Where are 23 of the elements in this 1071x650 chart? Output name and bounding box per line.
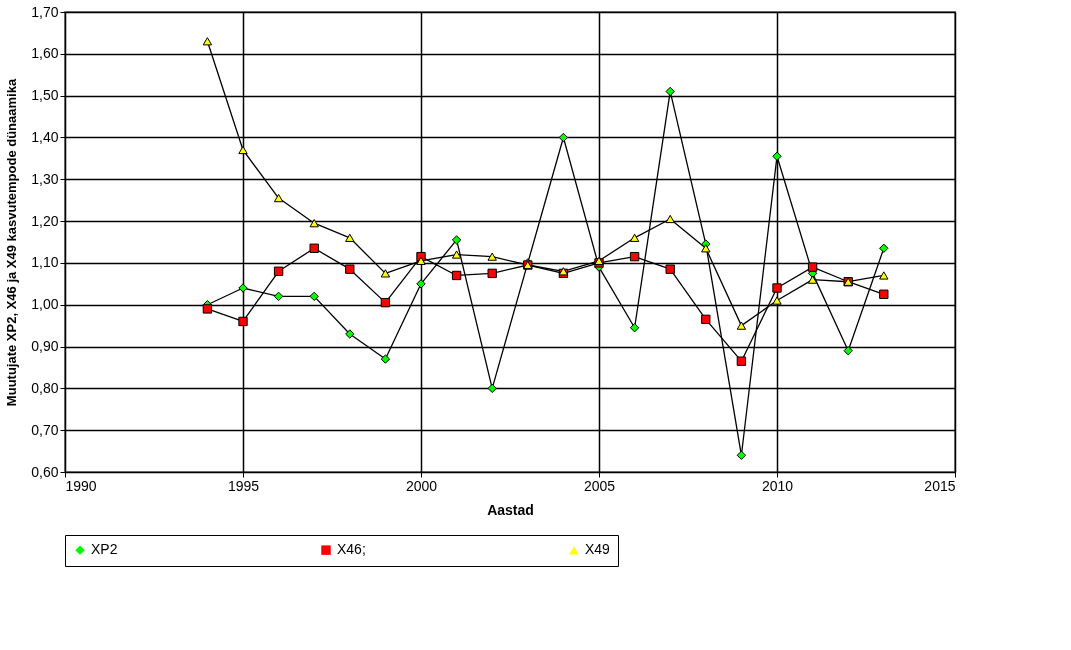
y-tick-label: 1,50 [31, 87, 59, 104]
legend-label: XP2 [91, 541, 118, 558]
x-axis-title: Aastad [487, 501, 534, 518]
y-tick-label: 0,70 [31, 421, 59, 438]
x-tick-label: 1995 [227, 477, 260, 494]
y-tick-label: 0,90 [31, 338, 59, 355]
legend-label: X49 [585, 541, 611, 558]
y-tick-label: 0,80 [31, 379, 59, 396]
y-tick-label: 1,10 [31, 254, 59, 271]
x-tick-label: 2010 [761, 477, 794, 494]
x-tick-label: 2005 [583, 477, 616, 494]
y-tick-label: 1,40 [31, 128, 59, 145]
y-tick-label: 0,60 [31, 463, 59, 480]
legend-label: X46; [337, 541, 366, 558]
y-tick-label: 1,00 [31, 296, 59, 313]
y-tick-label: 1,20 [31, 212, 59, 229]
y-axis-title: Muutujate XP2, X46 ja X49 kasvutempode dünaamika [4, 78, 20, 407]
y-tick-label: 1,60 [31, 45, 59, 62]
x-tick-label: 2015 [924, 477, 956, 494]
y-tick-label: 1,70 [31, 3, 59, 20]
x-tick-label: 2000 [405, 477, 438, 494]
x-tick-label: 1990 [65, 477, 97, 494]
y-tick-label: 1,30 [31, 170, 59, 187]
